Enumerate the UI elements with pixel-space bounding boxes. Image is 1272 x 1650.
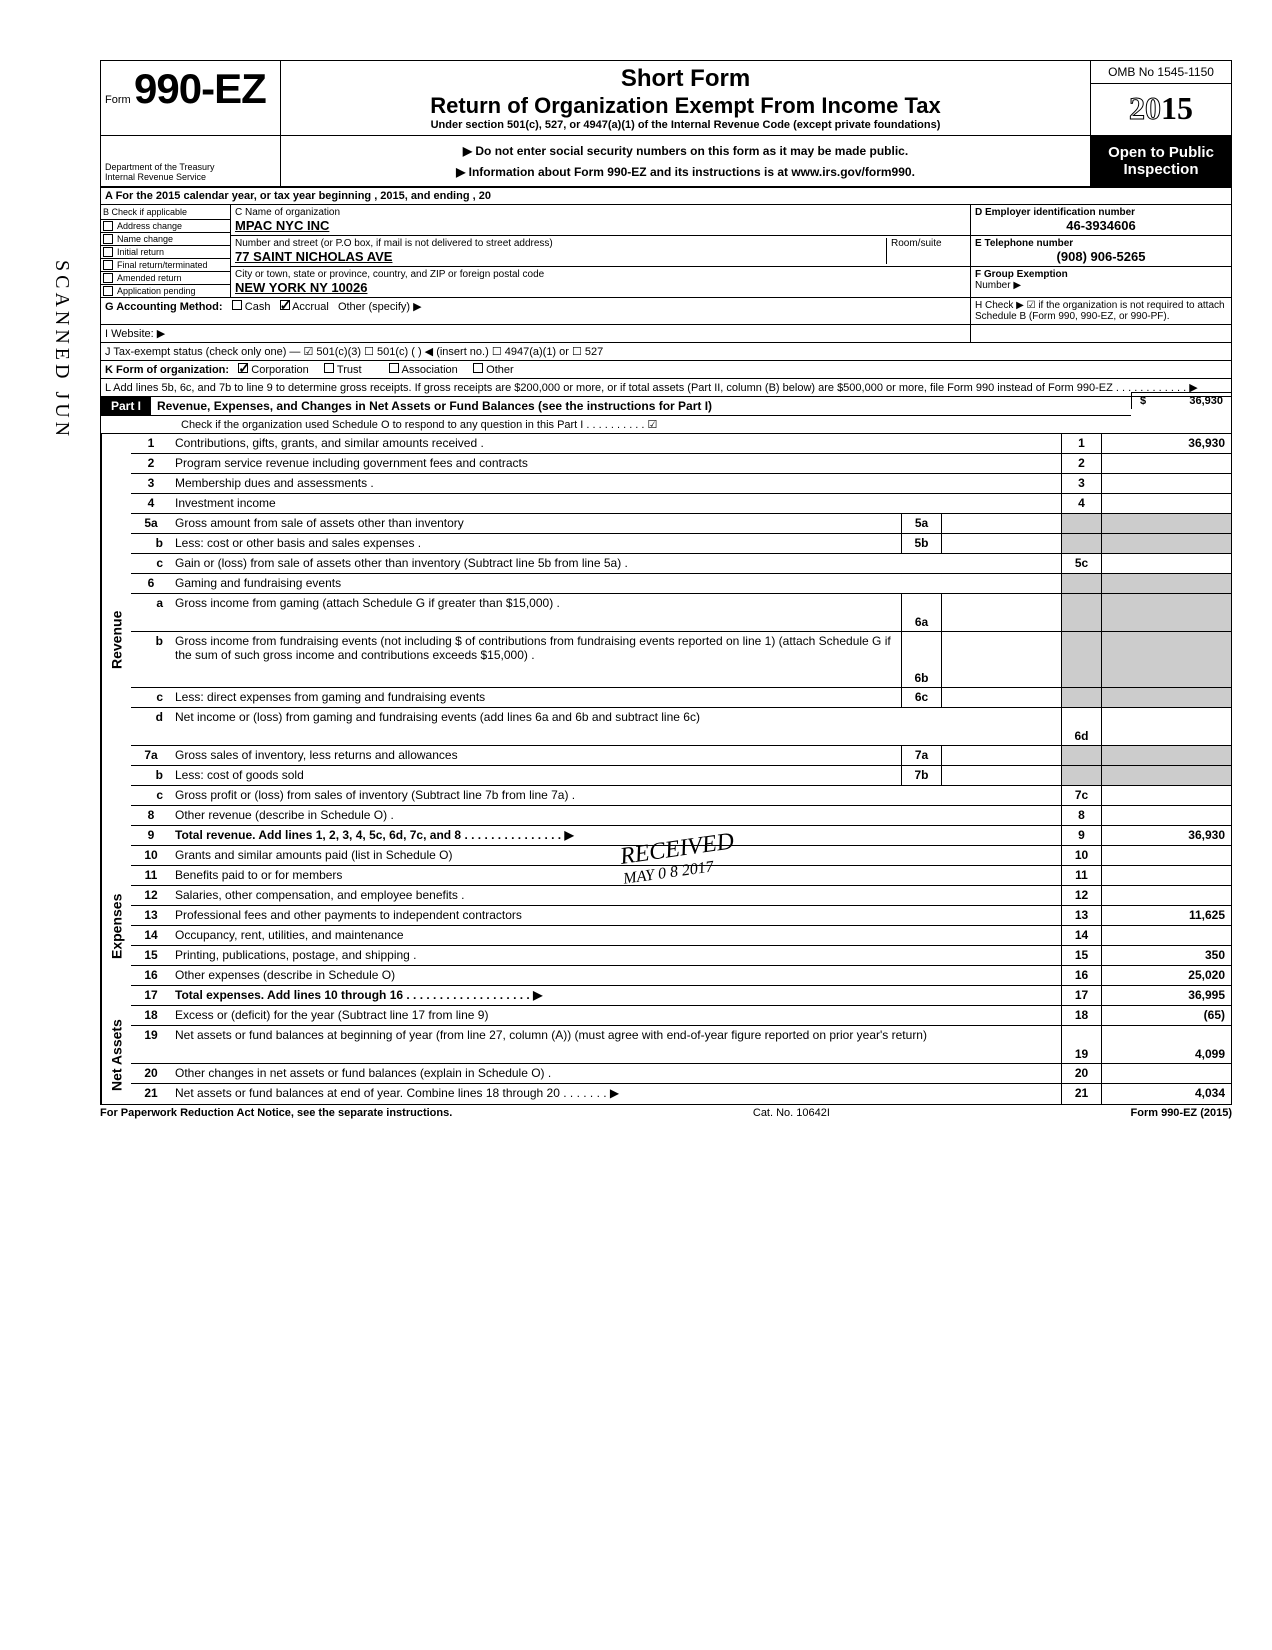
cb-address[interactable]: Address change: [101, 219, 230, 232]
line-15-value: 350: [1101, 946, 1231, 965]
notice-1: ▶ Do not enter social security numbers o…: [285, 144, 1086, 158]
dept-box: Department of the Treasury Internal Reve…: [101, 136, 281, 186]
footer-right: Form 990-EZ (2015): [1131, 1107, 1232, 1119]
omb-box: OMB No 1545-1150 2015: [1091, 61, 1231, 135]
dept-2: Internal Revenue Service: [105, 172, 276, 182]
open-public: Open to Public Inspection: [1091, 136, 1231, 186]
footer-left: For Paperwork Reduction Act Notice, see …: [100, 1107, 452, 1119]
line-13-value: 11,625: [1101, 906, 1231, 925]
phone-val: (908) 906-5265: [975, 249, 1227, 264]
dept-1: Department of the Treasury: [105, 162, 276, 172]
row-i-left: I Website: ▶: [101, 325, 971, 342]
expenses-label: Expenses: [101, 846, 131, 1006]
revenue-label: Revenue: [101, 434, 131, 846]
line-18-value: (65): [1101, 1006, 1231, 1025]
cb-trust[interactable]: [324, 363, 334, 373]
row-h: H Check ▶ ☑ if the organization is not r…: [971, 298, 1231, 324]
form-number-box: Form 990-EZ: [101, 61, 281, 135]
phone-row: E Telephone number (908) 906-5265: [971, 236, 1231, 267]
cb-cash[interactable]: [232, 300, 242, 310]
city-label: City or town, state or province, country…: [235, 269, 966, 280]
form-number: 990-EZ: [134, 65, 266, 112]
form-footer: For Paperwork Reduction Act Notice, see …: [100, 1105, 1232, 1121]
part1-label: Part I: [101, 397, 151, 415]
revenue-section: Revenue 1Contributions, gifts, grants, a…: [101, 434, 1231, 846]
street-label: Number and street (or P.O box, if mail i…: [235, 238, 886, 249]
notice-2: ▶ Information about Form 990-EZ and its …: [285, 165, 1086, 179]
row-k: K Form of organization: Corporation Trus…: [101, 361, 1231, 379]
accounting-label: G Accounting Method:: [105, 301, 223, 313]
cb-pending[interactable]: Application pending: [101, 284, 230, 297]
org-name: MPAC NYC INC: [235, 218, 966, 233]
ein-val: 46-3934606: [975, 218, 1227, 233]
row-i: I Website: ▶: [101, 325, 1231, 343]
return-title: Return of Organization Exempt From Incom…: [289, 93, 1082, 119]
footer-center: Cat. No. 10642I: [753, 1107, 830, 1119]
cb-amended[interactable]: Amended return: [101, 271, 230, 284]
cb-accrual[interactable]: [280, 300, 290, 310]
tax-year: 2015: [1091, 84, 1231, 133]
cb-corp[interactable]: [238, 363, 248, 373]
form-prefix: Form: [105, 94, 131, 106]
line-16-value: 25,020: [1101, 966, 1231, 985]
netassets-section: Net Assets 18Excess or (deficit) for the…: [101, 1006, 1231, 1104]
year-outline: 20: [1129, 90, 1161, 126]
ein-row: D Employer identification number 46-3934…: [971, 205, 1231, 236]
row-l: L Add lines 5b, 6c, and 7b to line 9 to …: [101, 379, 1231, 397]
group-row: F Group Exemption Number ▶: [971, 267, 1231, 293]
short-form-title: Short Form: [289, 65, 1082, 93]
line-9-value: 36,930: [1101, 826, 1231, 845]
col-b-header: B Check if applicable: [101, 205, 230, 219]
scanned-stamp: SCANNED JUN: [50, 260, 73, 440]
ein-label: D Employer identification number: [975, 207, 1227, 218]
expenses-section: RECEIVED MAY 0 8 2017 Expenses 10Grants …: [101, 846, 1231, 1006]
part1-title: Revenue, Expenses, and Changes in Net As…: [151, 397, 1131, 415]
line-1-value: 36,930: [1101, 434, 1231, 453]
col-b: B Check if applicable Address change Nam…: [101, 205, 231, 297]
street-row: Number and street (or P.O box, if mail i…: [231, 236, 970, 267]
room-label: Room/suite: [886, 238, 966, 264]
line-21-value: 4,034: [1101, 1084, 1231, 1104]
row-g: G Accounting Method: Cash Accrual Other …: [101, 298, 1231, 325]
city-val: NEW YORK NY 10026: [235, 280, 966, 295]
phone-label: E Telephone number: [975, 238, 1227, 249]
netassets-label: Net Assets: [101, 1006, 131, 1104]
cb-name[interactable]: Name change: [101, 232, 230, 245]
part1-check: Check if the organization used Schedule …: [101, 416, 1231, 434]
main-info: B Check if applicable Address change Nam…: [101, 205, 1231, 298]
form-990ez: Form 990-EZ Short Form Return of Organiz…: [100, 60, 1232, 1105]
org-name-label: C Name of organization: [235, 207, 966, 218]
sub-header: Department of the Treasury Internal Reve…: [101, 136, 1231, 188]
street-val: 77 SAINT NICHOLAS AVE: [235, 249, 886, 264]
row-l-text: L Add lines 5b, 6c, and 7b to line 9 to …: [105, 382, 1198, 394]
under-section: Under section 501(c), 527, or 4947(a)(1)…: [289, 119, 1082, 131]
row-g-left: G Accounting Method: Cash Accrual Other …: [101, 298, 971, 324]
col-de: D Employer identification number 46-3934…: [971, 205, 1231, 297]
year-bold: 15: [1161, 90, 1193, 126]
cb-initial[interactable]: Initial return: [101, 245, 230, 258]
cb-final[interactable]: Final return/terminated: [101, 258, 230, 271]
group-label2: Number ▶: [975, 280, 1021, 291]
header-row: Form 990-EZ Short Form Return of Organiz…: [101, 61, 1231, 136]
group-label: F Group Exemption: [975, 269, 1068, 280]
city-row: City or town, state or province, country…: [231, 267, 970, 297]
cb-other[interactable]: [473, 363, 483, 373]
line-19-value: 4,099: [1101, 1026, 1231, 1063]
omb-number: OMB No 1545-1150: [1091, 61, 1231, 84]
org-name-row: C Name of organization MPAC NYC INC: [231, 205, 970, 236]
title-box: Short Form Return of Organization Exempt…: [281, 61, 1091, 135]
cb-assoc[interactable]: [389, 363, 399, 373]
col-c: C Name of organization MPAC NYC INC Numb…: [231, 205, 971, 297]
notice-box: ▶ Do not enter social security numbers o…: [281, 136, 1091, 186]
line-17-value: 36,995: [1101, 986, 1231, 1005]
row-j: J Tax-exempt status (check only one) — ☑…: [101, 343, 1231, 361]
row-a: A For the 2015 calendar year, or tax yea…: [101, 188, 1231, 205]
row-l-value: $36,930: [1131, 392, 1231, 409]
part1-header: Part I Revenue, Expenses, and Changes in…: [101, 397, 1131, 416]
